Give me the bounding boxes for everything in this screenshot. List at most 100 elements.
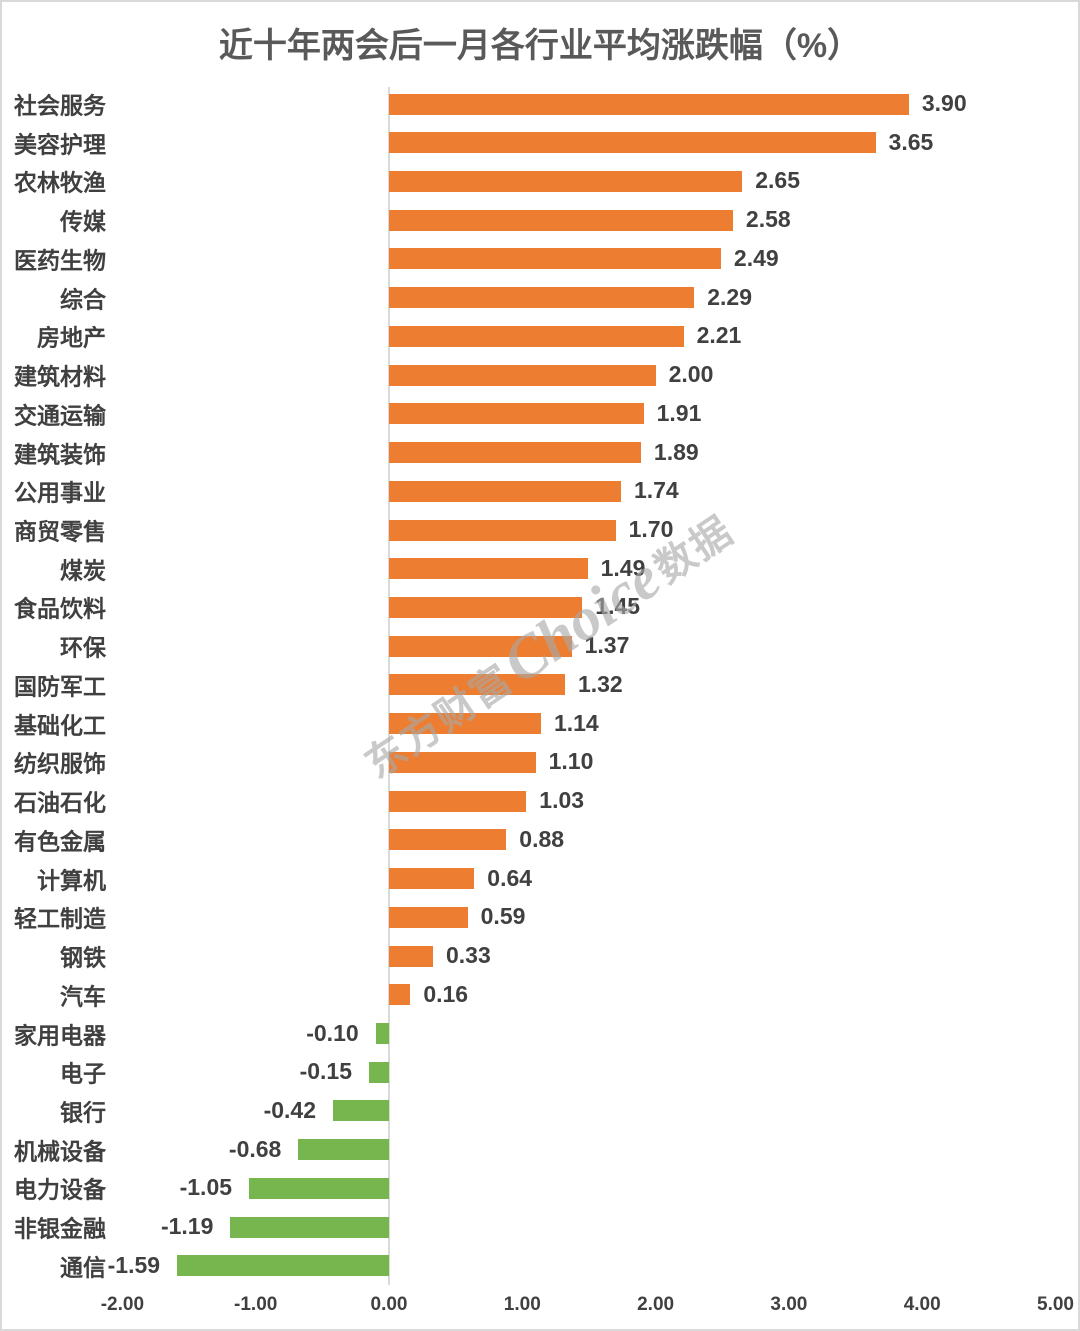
value-label: 3.90 [921,89,967,116]
bar [389,442,641,464]
value-label: 2.29 [707,283,753,310]
value-label: -1.05 [179,1174,233,1201]
value-label: 0.88 [519,825,565,852]
bar [389,596,583,618]
category-label: 公用事业 [14,479,106,506]
value-label: 2.65 [755,167,800,194]
value-label: 1.32 [577,670,623,697]
x-axis-tick-label: 0.00 [370,1294,408,1315]
bar [389,480,621,502]
value-label: 1.10 [548,748,594,775]
bar [389,364,656,386]
category-label: 计算机 [37,866,106,893]
x-axis-tick-label: 1.00 [503,1294,541,1315]
bar [389,519,616,541]
bar [177,1255,389,1277]
category-label: 国防军工 [14,673,106,700]
bar [389,93,909,115]
watermark-suffix: 数据 [646,507,742,592]
bar [230,1216,389,1238]
category-label: 建筑装饰 [14,440,106,467]
bar [389,751,536,773]
category-label: 农林牧渔 [14,169,106,196]
value-label: 2.58 [745,206,791,233]
bar [389,325,684,347]
value-label: 1.74 [633,477,679,504]
category-label: 食品饮料 [14,595,106,622]
bar [389,635,572,657]
category-label: 汽车 [60,983,106,1010]
category-label: 钢铁 [60,944,106,971]
category-label: 纺织服饰 [14,750,106,777]
category-label: 电力设备 [14,1176,106,1203]
x-axis-tick-label: 3.00 [770,1294,808,1315]
category-label: 电子 [60,1060,106,1087]
bar [389,713,541,735]
bar [389,248,721,270]
value-label: -0.10 [306,1019,359,1046]
bar [369,1061,389,1083]
value-label: 1.14 [553,709,599,736]
bar [389,868,475,890]
bar [389,984,411,1006]
category-label: 机械设备 [14,1138,106,1165]
value-label: -0.15 [299,1058,353,1085]
category-label: 通信 [60,1254,106,1281]
bar [389,132,876,154]
value-label: 1.37 [584,632,630,659]
bar [389,790,527,812]
category-label: 商贸零售 [14,518,106,545]
x-axis-tick-label: 4.00 [903,1294,941,1315]
value-label: -1.59 [107,1251,161,1278]
value-label: 1.03 [539,787,585,814]
category-label: 石油石化 [14,789,106,816]
value-label: 1.49 [600,554,646,581]
value-label: 2.21 [696,322,742,349]
category-label: 医药生物 [14,247,106,274]
value-label: 1.45 [595,593,641,620]
category-label: 美容护理 [14,131,106,158]
category-label: 社会服务 [14,92,106,119]
chart-title: 近十年两会后一月各行业平均涨跌幅（%） [218,27,862,65]
value-label: 0.64 [487,864,533,891]
category-label: 有色金属 [14,828,106,855]
bar [389,829,507,851]
value-label: 1.91 [656,399,702,426]
bar [389,403,644,425]
category-label: 银行 [60,1099,106,1126]
category-label: 传媒 [60,208,106,235]
bar [389,906,468,928]
category-label: 综合 [60,285,106,312]
category-label: 非银金融 [14,1215,106,1242]
value-label: 0.59 [480,903,526,930]
bar [389,558,588,580]
category-label: 基础化工 [14,711,106,738]
value-label: 0.16 [423,980,469,1007]
value-label: 2.49 [733,244,779,271]
x-axis-tick-label: 5.00 [1037,1294,1074,1315]
bar [389,209,733,231]
x-axis-tick-label: -2.00 [100,1294,145,1315]
value-label: 1.70 [628,515,674,542]
value-label: -1.19 [160,1213,214,1240]
category-label: 环保 [60,634,106,661]
x-axis-tick-label: -1.00 [234,1294,278,1315]
category-label: 建筑材料 [14,363,106,390]
bar [389,170,743,192]
value-label: 2.00 [668,361,714,388]
bar [333,1100,389,1122]
category-label: 房地产 [37,324,106,351]
category-label: 煤炭 [60,557,106,584]
bar [389,945,433,967]
value-label: 3.65 [888,128,934,155]
category-label: 交通运输 [14,402,106,429]
bar [298,1139,389,1161]
bar [389,674,565,696]
category-label: 轻工制造 [14,905,106,932]
x-axis-tick-label: 2.00 [637,1294,675,1315]
value-label: 0.33 [445,942,491,969]
bar [375,1023,389,1045]
bar [389,287,695,309]
value-label: 1.89 [653,438,699,465]
